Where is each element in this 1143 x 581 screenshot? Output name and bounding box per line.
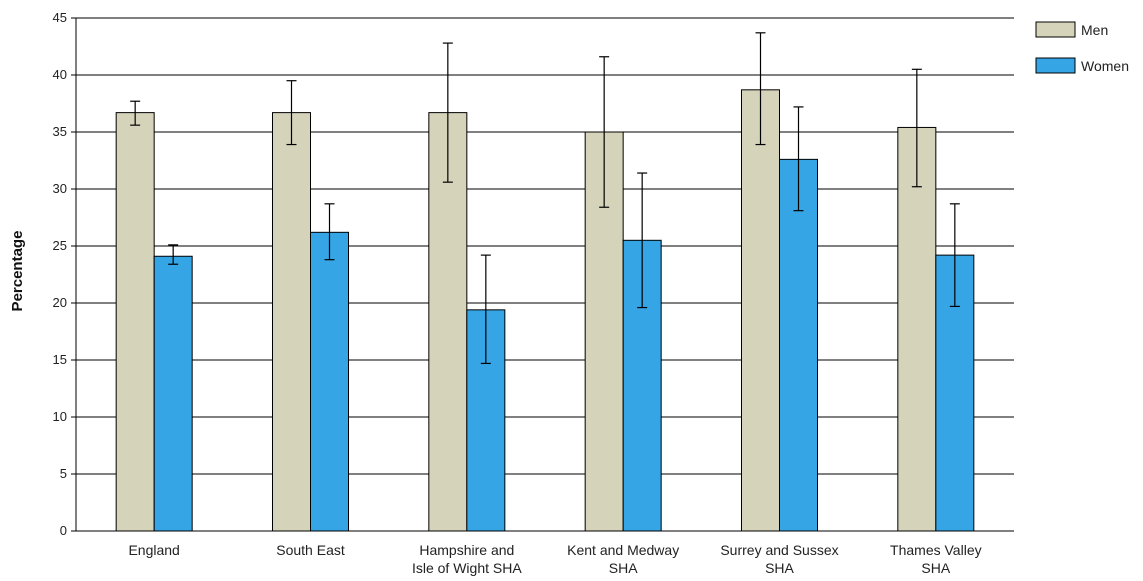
y-tick-label: 30 <box>53 181 67 196</box>
legend-label-men: Men <box>1081 22 1108 38</box>
gridlines <box>76 17 1014 475</box>
y-tick-label: 20 <box>53 295 67 310</box>
y-tick-label: 40 <box>53 67 67 82</box>
category-labels: England South East Hampshire and Isle of Wi… <box>128 542 981 576</box>
y-tick-label: 45 <box>53 10 67 25</box>
y-tick-label: 10 <box>53 409 67 424</box>
x-tick-label: Kent and Medway SHA <box>567 542 679 576</box>
y-tick-label: 0 <box>60 523 67 538</box>
y-tick-label: 15 <box>53 352 67 367</box>
bar-men <box>272 112 311 532</box>
y-axis-label: Percentage <box>9 231 26 312</box>
bars <box>115 89 975 532</box>
bar-women <box>779 158 818 532</box>
x-tick-label: Surrey and Sussex SHA <box>720 542 838 576</box>
bar-men <box>115 112 155 532</box>
x-tick-label: South East <box>276 542 345 558</box>
y-axis: 0 5 10 15 20 25 30 35 40 45 <box>53 10 77 538</box>
legend: Men Women <box>1035 21 1129 74</box>
y-tick-label: 35 <box>53 124 67 139</box>
x-tick-label: Hampshire and Isle of Wight SHA <box>412 542 522 576</box>
bar-women <box>310 231 349 532</box>
x-tick-label: England <box>128 542 179 558</box>
legend-swatch-women <box>1035 57 1076 74</box>
y-tick-label: 5 <box>60 466 67 481</box>
bar-men <box>741 89 780 532</box>
bar-men <box>897 126 937 532</box>
error-bars <box>130 32 960 365</box>
legend-label-women: Women <box>1081 58 1129 74</box>
y-tick-label: 25 <box>53 238 67 253</box>
bar-women <box>153 255 193 532</box>
x-tick-label: Thames Valley SHA <box>890 542 982 576</box>
legend-swatch-men <box>1035 21 1076 38</box>
